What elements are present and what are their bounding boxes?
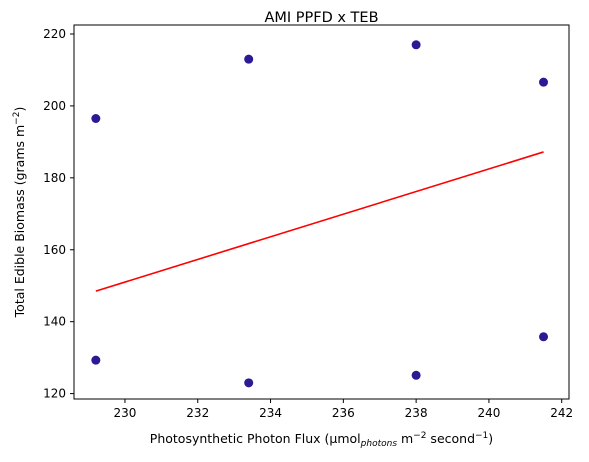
scatter-point (244, 378, 254, 388)
x-axis-label-superscript-2: −1 (475, 431, 488, 441)
scatter-point (411, 40, 421, 50)
plot-frame (73, 24, 570, 400)
x-tick-label: 234 (259, 406, 282, 420)
data-series (91, 40, 549, 388)
y-axis-label: Total Edible Biomass (grams m−2) (12, 107, 27, 319)
x-axis: 230 232 234 236 238 240 242 (114, 399, 573, 420)
y-tick-label: 160 (43, 243, 66, 257)
x-axis-label-subscript: photons (360, 439, 398, 449)
chart-title: AMI PPFD x TEB (264, 10, 378, 26)
y-axis: 120 140 160 180 200 220 (43, 27, 74, 401)
x-tick-label: 230 (114, 406, 137, 420)
x-tick-label: 238 (405, 406, 428, 420)
x-axis-label: Photosynthetic Photon Flux (μmolphotons … (150, 431, 493, 449)
x-tick-label: 242 (550, 406, 573, 420)
regression-line (95, 151, 544, 292)
scatter-point (411, 370, 421, 380)
x-tick-label: 240 (477, 406, 500, 420)
y-tick-label: 220 (43, 27, 66, 41)
scatter-point (244, 54, 254, 64)
x-tick-label: 232 (186, 406, 209, 420)
y-tick-label: 200 (43, 99, 66, 113)
y-tick-label: 120 (43, 387, 66, 401)
scatter-point (91, 114, 101, 123)
x-axis-label-superscript-1: −2 (413, 431, 426, 441)
y-tick-label: 140 (43, 315, 66, 329)
scatter-point (539, 77, 549, 87)
x-tick-label: 236 (332, 406, 355, 420)
y-axis-label-superscript: −2 (12, 112, 22, 125)
y-tick-label: 180 (43, 171, 66, 185)
scatter-point (91, 355, 101, 365)
scatter-point (539, 332, 549, 342)
